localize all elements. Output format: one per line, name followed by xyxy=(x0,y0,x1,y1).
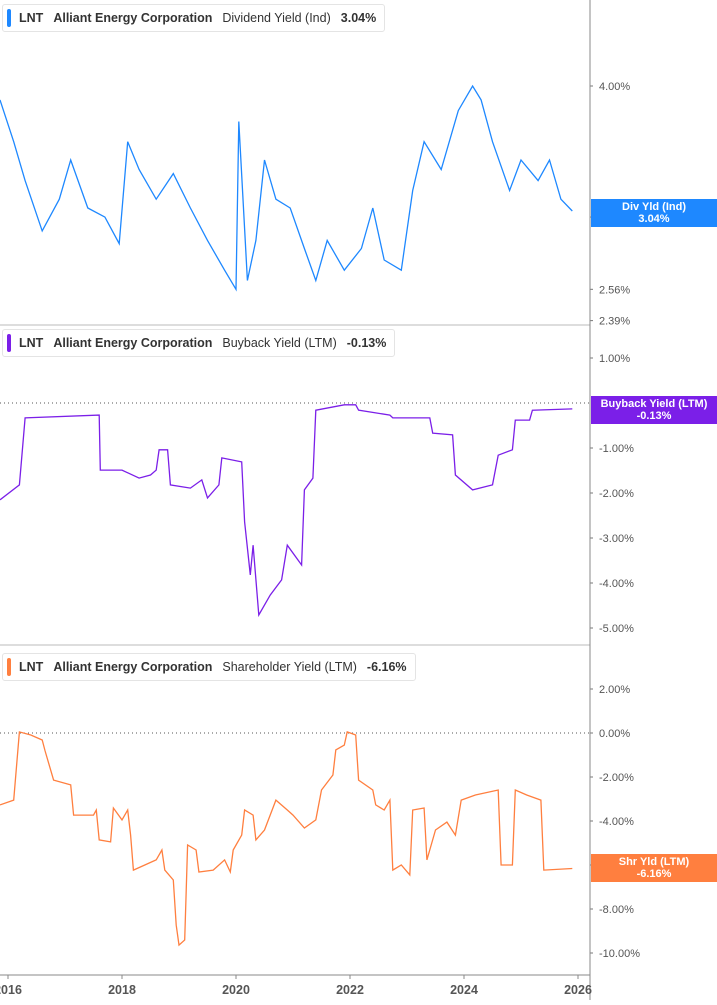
x-tick-label: 2026 xyxy=(564,983,592,997)
last-value-tag-buyback: Buyback Yield (LTM) -0.13% xyxy=(591,396,717,424)
legend-company: Alliant Energy Corporation xyxy=(53,336,213,350)
y-tick-label: 4.00% xyxy=(599,81,630,93)
last-value-tag-shareholder: Shr Yld (LTM) -6.16% xyxy=(591,854,717,882)
tag-value: -6.16% xyxy=(636,868,672,880)
legend-buyback-yield: LNT Alliant Energy Corporation Buyback Y… xyxy=(2,329,396,357)
y-tick-label: 2.00% xyxy=(599,684,630,696)
y-tick-label: 2.39% xyxy=(599,316,630,328)
tag-value: 3.04% xyxy=(638,213,670,225)
legend-metric: Shareholder Yield (LTM) xyxy=(222,660,357,674)
legend-value: -6.16% xyxy=(366,660,407,674)
y-tick-label: -4.00% xyxy=(599,578,634,590)
legend-shareholder-yield: LNT Alliant Energy Corporation Sharehold… xyxy=(2,653,416,681)
x-tick-label: 2022 xyxy=(336,983,364,997)
legend-company: Alliant Energy Corporation xyxy=(53,11,213,25)
series-line-0 xyxy=(0,84,573,292)
y-tick-label: -1.00% xyxy=(599,443,634,455)
series-line-2 xyxy=(0,731,573,947)
y-tick-label: -3.00% xyxy=(599,533,634,545)
tag-title: Buyback Yield (LTM) xyxy=(600,398,708,410)
x-tick-label: 2020 xyxy=(222,983,250,997)
y-tick-label: -2.00% xyxy=(599,772,634,784)
y-tick-label: 1.00% xyxy=(599,353,630,365)
legend-metric: Dividend Yield (Ind) xyxy=(222,11,331,25)
legend-ticker: LNT xyxy=(19,336,44,350)
legend-company: Alliant Energy Corporation xyxy=(53,660,213,674)
series-swatch xyxy=(7,334,11,352)
series-swatch xyxy=(7,658,11,676)
tag-title: Div Yld (Ind) xyxy=(622,201,686,213)
tag-title: Shr Yld (LTM) xyxy=(618,856,690,868)
y-tick-label: -10.00% xyxy=(599,948,640,960)
x-tick-label: 2016 xyxy=(0,983,22,997)
x-tick-label: 2024 xyxy=(450,983,478,997)
y-tick-label: 2.56% xyxy=(599,284,630,296)
tag-value: -0.13% xyxy=(636,410,672,422)
x-tick-label: 2018 xyxy=(108,983,136,997)
legend-ticker: LNT xyxy=(19,660,44,674)
legend-ticker: LNT xyxy=(19,11,44,25)
legend-value: -0.13% xyxy=(346,336,387,350)
y-tick-label: -5.00% xyxy=(599,623,634,635)
series-swatch xyxy=(7,9,11,27)
y-tick-label: 0.00% xyxy=(599,728,630,740)
legend-metric: Buyback Yield (LTM) xyxy=(222,336,337,350)
last-value-tag-dividend: Div Yld (Ind) 3.04% xyxy=(591,199,717,227)
y-tick-label: -8.00% xyxy=(599,904,634,916)
legend-dividend-yield: LNT Alliant Energy Corporation Dividend … xyxy=(2,4,386,32)
y-tick-label: -2.00% xyxy=(599,488,634,500)
series-line-1 xyxy=(0,404,573,618)
y-tick-label: -4.00% xyxy=(599,816,634,828)
legend-value: 3.04% xyxy=(340,11,377,25)
